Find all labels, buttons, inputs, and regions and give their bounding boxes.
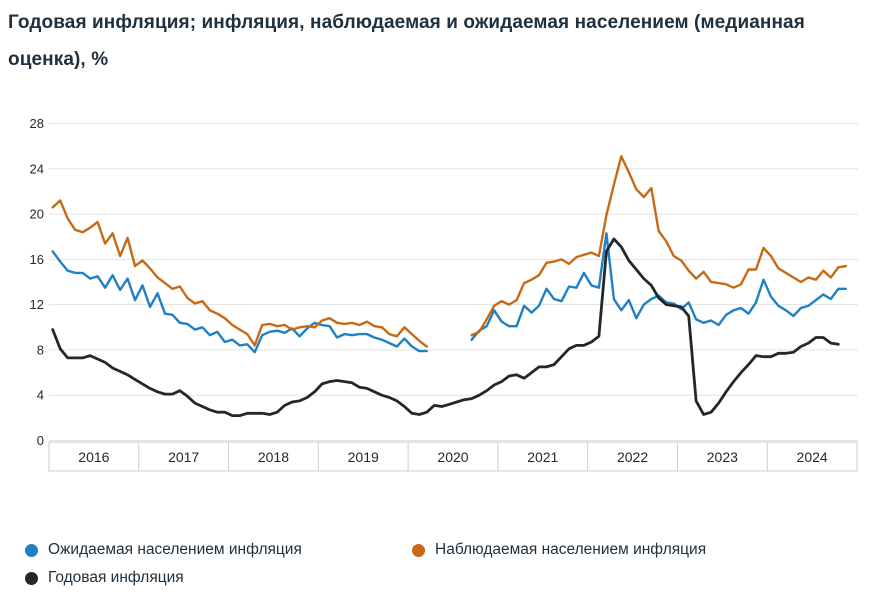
x-axis-year-label-2018: 2018 [258,449,289,465]
legend-item-observed-inflation[interactable]: Наблюдаемая населением инфляция [412,541,706,559]
legend-label-annual: Годовая инфляция [48,569,184,586]
x-axis-year-label-2024: 2024 [797,449,828,465]
series-line-expected-inflation [51,232,847,354]
legend-marker-observed-icon [412,543,425,557]
series-line-observed-inflation [51,155,847,348]
legend-marker-expected-icon [25,543,38,557]
y-tick-label-16: 16 [30,252,44,267]
x-axis-year-label-2017: 2017 [168,449,199,465]
x-axis-year-label-2023: 2023 [707,449,738,465]
y-tick-label-0: 0 [37,433,44,448]
chart-title: Годовая инфляция; инфляция, наблюдаемая … [8,12,805,70]
legend-label-observed: Наблюдаемая населением инфляция [435,541,707,558]
x-axis-year-label-2016: 2016 [78,449,109,465]
x-axis-year-strip: 2016 2017 2018 2019 2020 2021 2022 2023 2024 [48,441,858,472]
y-axis-tick-labels: 0 4 8 12 16 20 24 28 [30,116,44,448]
x-axis-year-label-2020: 2020 [437,449,468,465]
legend-item-expected-inflation[interactable]: Ожидаемая населением инфляция [25,541,302,559]
x-axis-year-label-2021: 2021 [527,449,558,465]
y-tick-label-28: 28 [30,116,44,131]
y-tick-label-8: 8 [37,342,44,357]
y-tick-label-24: 24 [30,161,44,176]
y-tick-label-20: 20 [30,207,44,222]
y-tick-label-12: 12 [30,297,44,312]
x-axis-year-label-2019: 2019 [348,449,379,465]
legend-marker-annual-icon [25,571,38,585]
legend-label-expected: Ожидаемая населением инфляция [48,541,302,558]
x-axis-strip-border [48,441,858,472]
x-axis-year-label-2022: 2022 [617,449,648,465]
y-tick-label-4: 4 [37,388,44,403]
series-line-annual-inflation [51,237,840,417]
legend-item-annual-inflation[interactable]: Годовая инфляция [25,569,184,587]
